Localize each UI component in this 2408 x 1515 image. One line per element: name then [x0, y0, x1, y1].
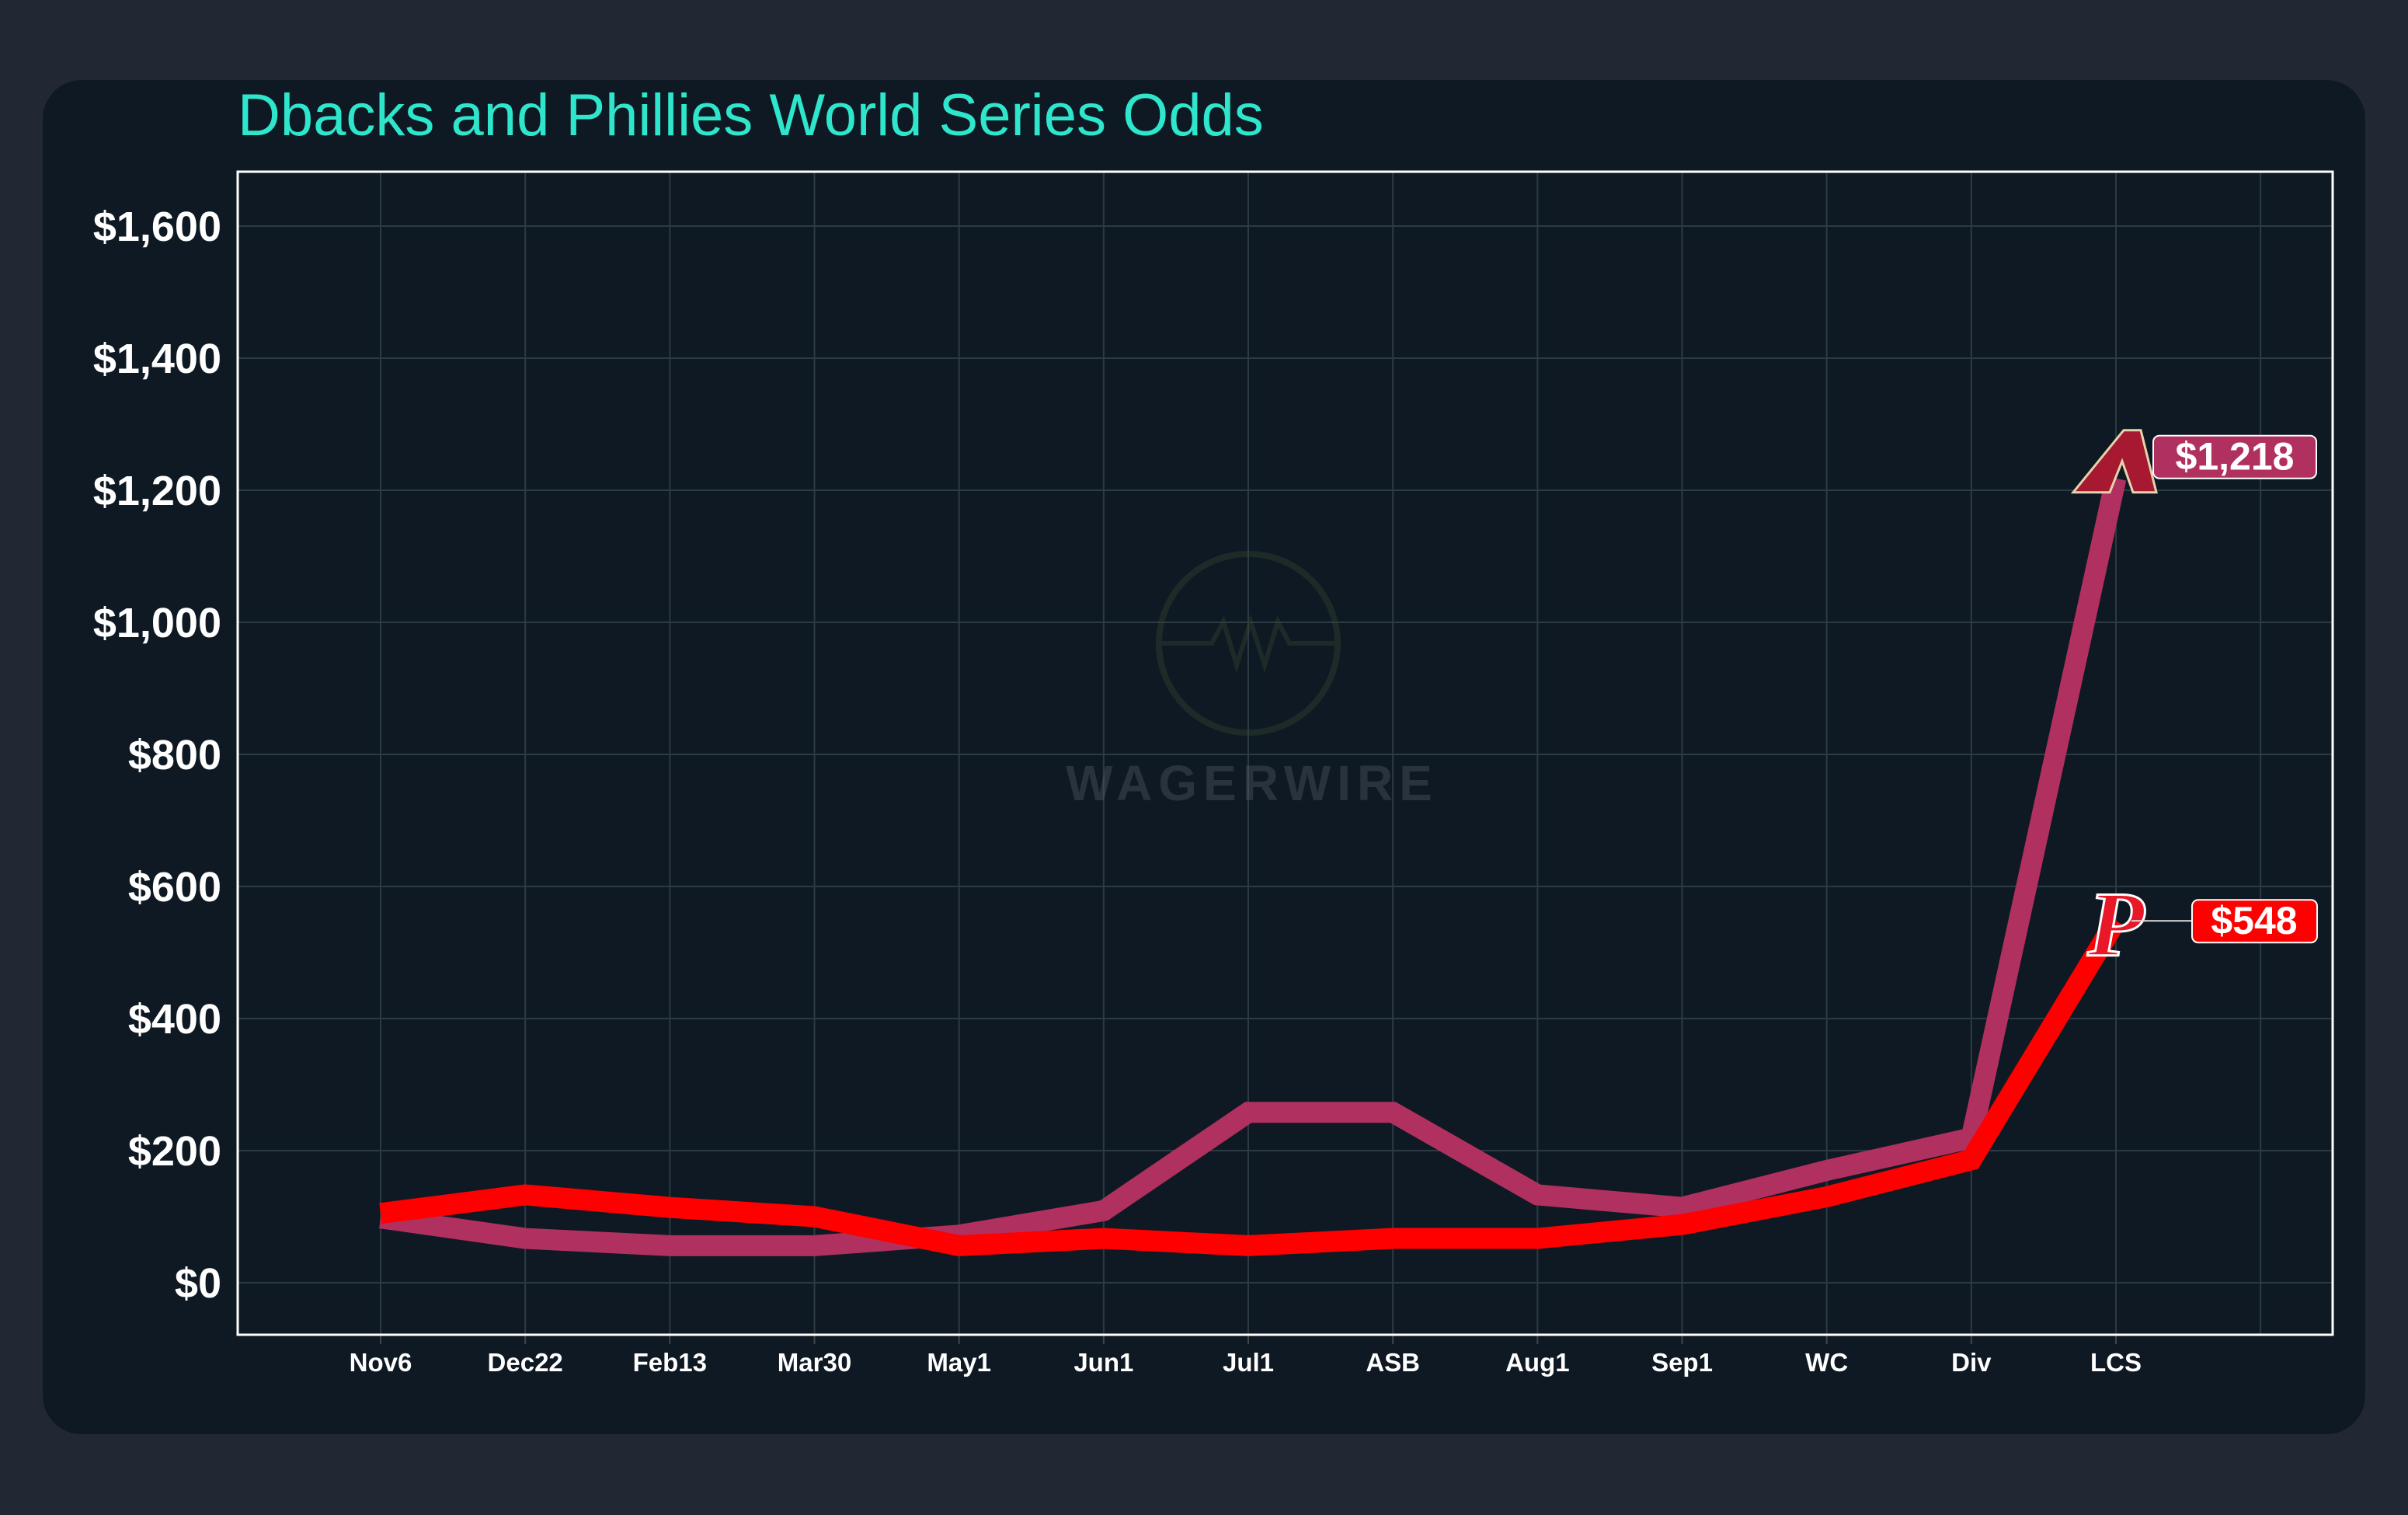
x-tick-label: Mar30	[778, 1348, 851, 1377]
y-axis: $0 $200 $400 $600 $800 $1,000 $1,200 $1,400 $1,6…	[93, 204, 221, 1307]
wagerwire-watermark: WAGERWIRE	[1066, 551, 1439, 811]
chart-title: Dbacks and Phillies World Series Odds	[238, 82, 1264, 148]
diamondbacks-a-logo-icon	[2070, 429, 2158, 494]
phillies-p-logo-icon: P	[2086, 872, 2147, 977]
x-tick-label: WC	[1805, 1348, 1848, 1377]
end-label-text: $548	[2211, 899, 2297, 942]
end-label-text: $1,218	[2176, 435, 2295, 479]
x-tick-label: LCS	[2090, 1348, 2142, 1377]
x-tick-label: Nov6	[350, 1348, 412, 1377]
y-tick-label: $200	[128, 1128, 221, 1175]
end-label-dbacks: $1,218	[2152, 434, 2317, 479]
grid	[238, 172, 2333, 1335]
y-tick-label: $600	[128, 864, 221, 911]
y-tick-label: $1,000	[93, 600, 221, 646]
x-tick-label: Dec22	[488, 1348, 563, 1377]
end-label-phillies: $548	[2191, 899, 2318, 944]
y-tick-label: $1,600	[93, 204, 221, 250]
end-labels: $1,218 P $548	[2070, 429, 2318, 977]
series-lines	[379, 475, 2127, 1256]
x-tick-label: Aug1	[1505, 1348, 1570, 1377]
y-tick-label: $0	[175, 1260, 221, 1307]
svg-text:P: P	[2086, 872, 2145, 976]
y-tick-label: $400	[128, 996, 221, 1043]
x-tick-label: Jul1	[1223, 1348, 1274, 1377]
x-tick-label: Feb13	[633, 1348, 707, 1377]
x-tick-label: Div	[1951, 1348, 1992, 1377]
x-axis: Nov6 Dec22 Feb13 Mar30 May1 Jun1 Jul1 ASB Aug1 Se…	[350, 1335, 2142, 1377]
y-tick-label: $800	[128, 732, 221, 778]
plot-border	[236, 170, 2334, 1336]
y-tick-label: $1,400	[93, 336, 221, 382]
y-tick-label: $1,200	[93, 468, 221, 514]
x-tick-label: Sep1	[1651, 1348, 1713, 1377]
x-tick-label: May1	[927, 1348, 991, 1377]
watermark-text: WAGERWIRE	[1066, 755, 1439, 811]
x-tick-label: Jun1	[1074, 1348, 1133, 1377]
x-tick-label: ASB	[1366, 1348, 1420, 1377]
